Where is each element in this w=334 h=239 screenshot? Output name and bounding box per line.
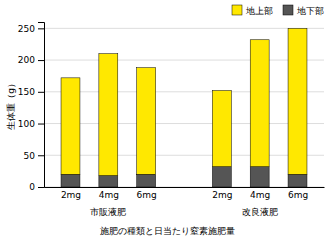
- grid-line: [44, 91, 324, 92]
- legend-label: 地上部: [245, 6, 273, 16]
- legend-item: 地上部: [232, 5, 273, 16]
- y-tick-label: 50: [24, 151, 36, 161]
- x-tick: 4mg: [99, 190, 119, 200]
- y-tick-mark: [38, 124, 44, 125]
- bar: [99, 176, 118, 187]
- x-axis: 2mg 4mg 6mg 2mg 4mg 6mg: [45, 188, 325, 201]
- chart-container: 0 50 100 150 200 250 2mg 4mg 6mg 2mg 4mg 6mg 市販液肥 改良液…: [0, 0, 334, 239]
- bar: [61, 78, 80, 174]
- bar-series: [61, 28, 307, 175]
- x-tick: 2mg: [61, 190, 81, 200]
- y-tick-label: 250: [18, 24, 35, 34]
- bar: [250, 167, 269, 187]
- bar: [288, 28, 307, 174]
- y-tick: 250: [18, 24, 44, 34]
- group-label: 改良液肥: [242, 207, 278, 217]
- y-tick: 100: [18, 119, 44, 129]
- x-tick-label: 4mg: [250, 190, 270, 200]
- x-tick-label: 6mg: [288, 190, 308, 200]
- y-tick-label: 200: [18, 55, 35, 65]
- bar: [137, 174, 156, 187]
- y-tick-label: 150: [18, 87, 35, 97]
- y-tick-label: 100: [18, 119, 35, 129]
- group-label: 市販液肥: [90, 207, 126, 217]
- chart-svg: 0 50 100 150 200 250 2mg 4mg 6mg 2mg 4mg 6mg 市販液肥 改良液…: [0, 0, 334, 239]
- y-tick-mark: [38, 60, 44, 61]
- grid-line: [44, 187, 324, 188]
- grid-line: [44, 28, 324, 29]
- x-axis-line: [45, 187, 325, 188]
- x-axis-title: 施肥の種類と日当たり窒素施肥量: [100, 226, 235, 236]
- y-tick-mark: [38, 187, 44, 188]
- bar: [250, 40, 269, 167]
- x-tick: 4mg: [250, 190, 270, 200]
- grid-line: [44, 155, 324, 156]
- x-tick: 2mg: [212, 190, 232, 200]
- y-tick: 150: [18, 87, 44, 97]
- y-tick-mark: [38, 92, 44, 93]
- legend-swatch: [283, 5, 293, 15]
- bar: [61, 174, 80, 187]
- y-axis: 0 50 100 150 200 250: [18, 23, 45, 193]
- x-tick-label: 2mg: [212, 190, 232, 200]
- legend-label: 地下部: [296, 6, 324, 16]
- bar: [288, 174, 307, 187]
- grid: [44, 28, 324, 187]
- y-axis-line: [38, 23, 45, 188]
- x-tick-label: 2mg: [61, 190, 81, 200]
- bar: [212, 167, 231, 187]
- grid-line: [44, 60, 324, 61]
- y-tick-mark: [38, 28, 44, 29]
- bar-series: [61, 167, 307, 187]
- y-tick-label: 0: [29, 182, 35, 192]
- bars: [61, 28, 307, 187]
- y-tick: 200: [18, 55, 44, 65]
- x-tick: 6mg: [137, 190, 157, 200]
- bar: [99, 54, 118, 176]
- y-tick: 50: [24, 151, 44, 161]
- y-tick: 0: [29, 182, 44, 192]
- legend-item: 地下部: [283, 5, 324, 16]
- x-tick-label: 4mg: [99, 190, 119, 200]
- grid-line: [44, 123, 324, 124]
- y-tick-mark: [38, 155, 44, 156]
- x-tick-label: 6mg: [137, 190, 157, 200]
- y-axis-title: 生体重（g）: [6, 79, 16, 130]
- bar: [212, 91, 231, 167]
- bar: [137, 68, 156, 175]
- x-tick: 6mg: [288, 190, 308, 200]
- legend: 地上部 地下部: [232, 5, 324, 16]
- legend-swatch: [232, 5, 242, 15]
